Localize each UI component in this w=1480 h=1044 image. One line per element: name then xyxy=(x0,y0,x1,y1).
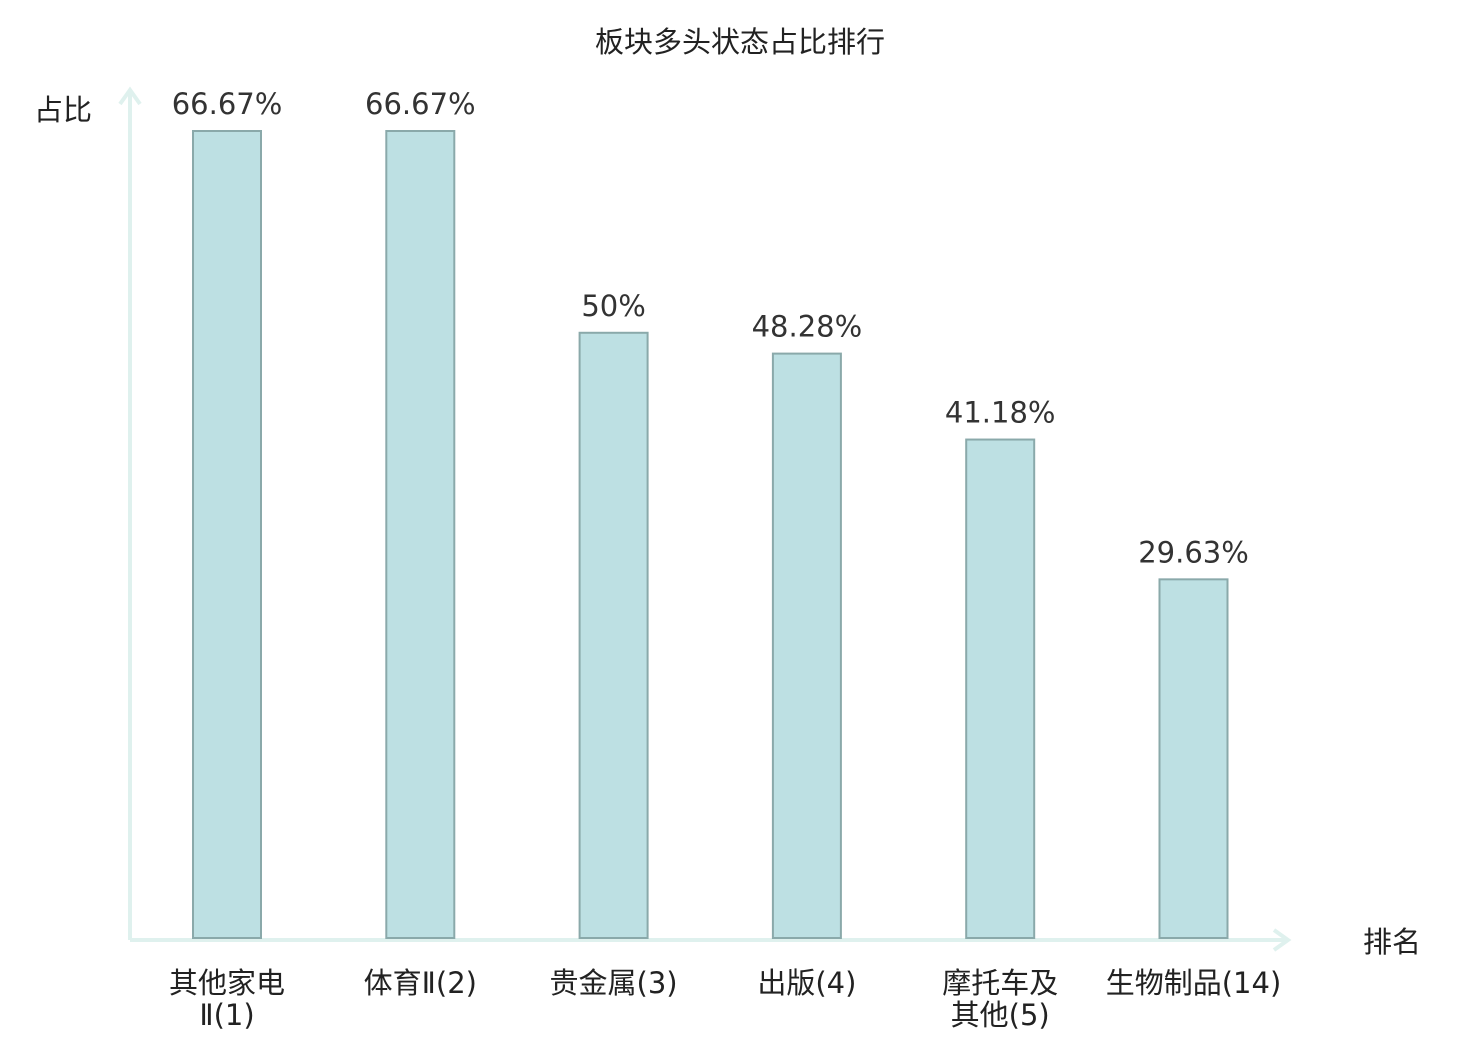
tick-label-4: 出版(4) xyxy=(757,966,856,1000)
bar-4 xyxy=(771,352,842,940)
tick-label-3: 贵金属(3) xyxy=(550,966,678,1000)
value-label-6: 29.63% xyxy=(1138,535,1249,569)
tick-label-6: 生物制品(14) xyxy=(1106,966,1282,1000)
bar-5 xyxy=(965,438,1036,939)
x-axis-label: 排名 xyxy=(1363,925,1421,959)
value-label-2: 66.67% xyxy=(365,87,476,121)
y-axis-label: 占比 xyxy=(34,93,92,127)
bar-6 xyxy=(1158,578,1229,940)
tick-label-1: 其他家电 Ⅱ(1) xyxy=(169,966,285,1032)
tick-label-2: 体育Ⅱ(2) xyxy=(364,966,477,1000)
tick-label-5: 摩托车及其他(5) xyxy=(942,966,1058,1032)
bar-1 xyxy=(192,130,262,939)
x-axis-arrow xyxy=(1272,928,1292,952)
y-axis-arrow xyxy=(118,86,142,106)
axes xyxy=(118,86,1292,952)
value-label-3: 50% xyxy=(581,289,645,323)
bars-group xyxy=(192,130,1229,940)
value-labels-group: 66.67% 66.67% 50% 48.28% 41.18% 29.63% xyxy=(172,87,1249,569)
bar-3 xyxy=(578,331,649,939)
value-label-1: 66.67% xyxy=(172,87,283,121)
value-label-5: 41.18% xyxy=(945,396,1056,430)
bar-2 xyxy=(385,130,456,939)
value-label-4: 48.28% xyxy=(752,310,863,344)
tick-labels-group: 其他家电 Ⅱ(1) 体育Ⅱ(2) 贵金属(3) 出版(4) 摩托车及其他(5) 生物制品(1… xyxy=(169,966,1281,1032)
chart-title: 板块多头状态占比排行 xyxy=(595,25,885,59)
